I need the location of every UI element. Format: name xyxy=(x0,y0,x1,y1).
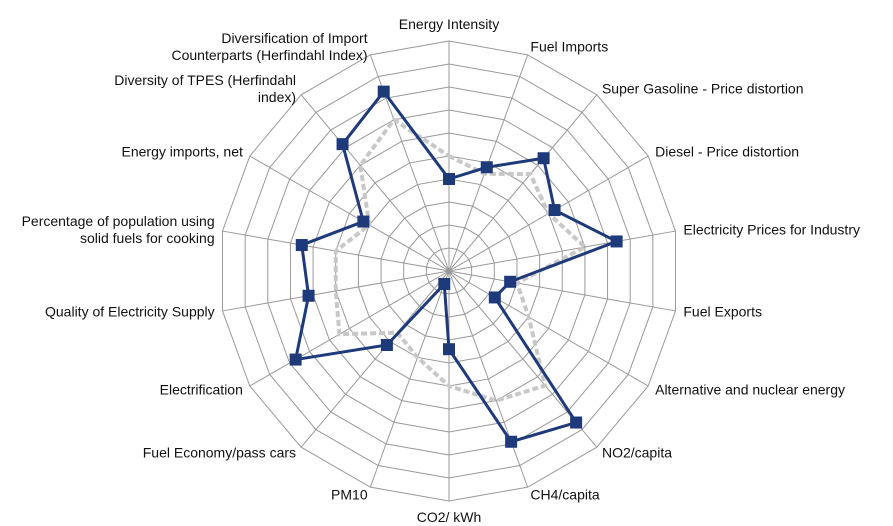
axis-label: Alternative and nuclear energy xyxy=(655,381,846,398)
axis-label: Diesel - Price distortion xyxy=(655,143,800,160)
spoke xyxy=(249,155,450,272)
point xyxy=(380,338,393,351)
point xyxy=(504,275,517,288)
spoke xyxy=(249,270,450,387)
axis-label: Fuel Imports xyxy=(530,38,609,55)
point xyxy=(570,416,583,429)
axis-label: Diversification of Import Counterparts (… xyxy=(171,30,368,64)
spoke xyxy=(448,230,676,272)
axis-label: Fuel Economy/pass cars xyxy=(142,444,297,461)
axis-label: PM10 xyxy=(331,486,368,503)
point xyxy=(488,291,501,304)
point xyxy=(480,161,493,174)
spoke xyxy=(448,270,676,312)
point xyxy=(295,239,308,252)
point xyxy=(537,152,550,165)
point xyxy=(443,173,455,185)
axis-label: Electricity Prices for Industry xyxy=(683,221,860,238)
axis-label: Electrification xyxy=(159,381,243,398)
spoke xyxy=(300,94,450,272)
axis-label: Energy Intensity xyxy=(398,16,500,32)
point xyxy=(289,353,302,366)
spoke xyxy=(448,94,598,272)
point xyxy=(377,85,390,98)
axis-label: Energy imports, net xyxy=(121,143,243,160)
axis-label: CO2/ kWh xyxy=(416,509,482,525)
point xyxy=(357,215,370,228)
axis-label: Fuel Exports xyxy=(683,303,762,320)
point xyxy=(505,435,518,448)
axis-label: CH4/capita xyxy=(530,486,600,503)
point xyxy=(610,235,623,248)
spoke xyxy=(448,270,529,488)
axis-label: Diversity of TPES (Herfindahl index) xyxy=(114,71,297,105)
point xyxy=(438,277,451,290)
point xyxy=(302,289,315,302)
axis-label: Super Gasoline - Price distortion xyxy=(601,80,804,97)
spoke xyxy=(448,270,649,387)
point xyxy=(336,138,349,151)
spoke xyxy=(300,270,450,448)
point xyxy=(548,204,561,217)
spoke xyxy=(222,270,450,312)
point xyxy=(443,343,455,356)
axis-label: NO2/capita xyxy=(601,444,673,461)
axis-label: Percentage of population using solid fue… xyxy=(21,212,215,246)
spoke xyxy=(369,270,450,488)
axis-label: Quality of Electricity Supply xyxy=(45,303,215,320)
